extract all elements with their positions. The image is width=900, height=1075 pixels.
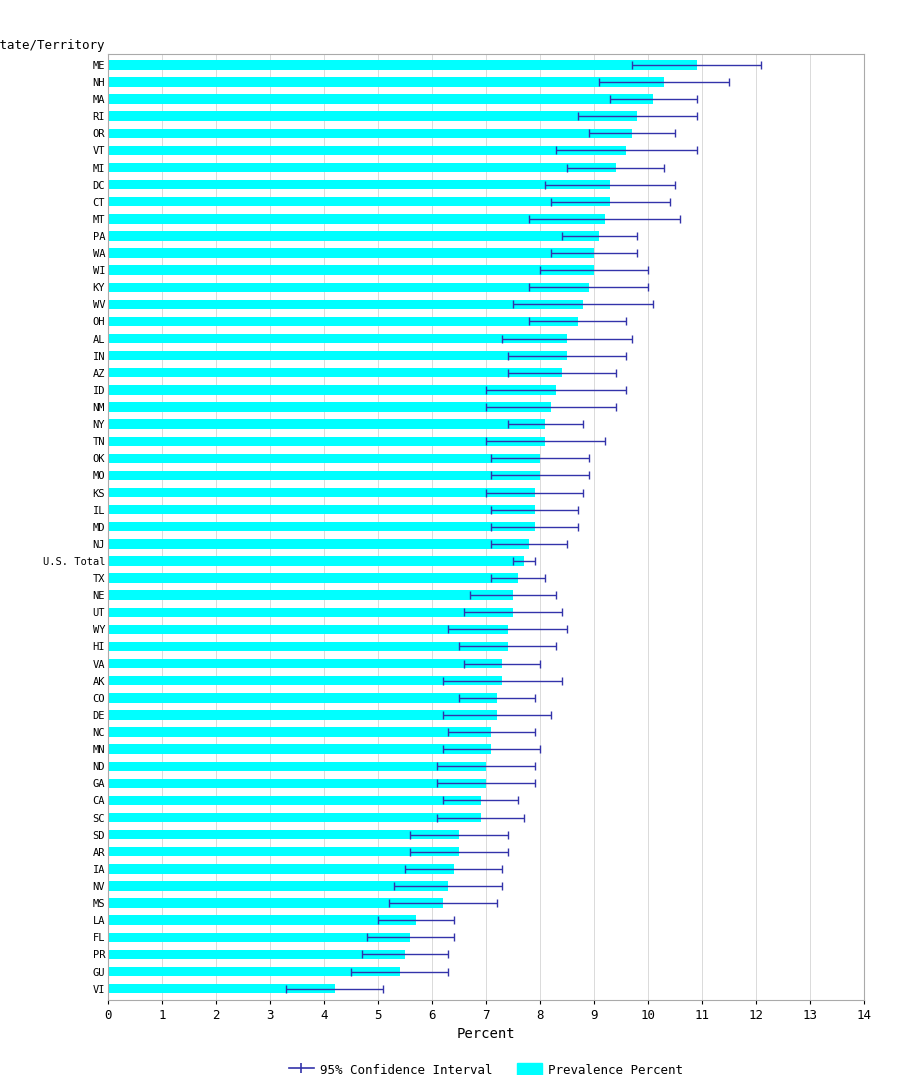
Bar	[108, 796, 481, 805]
Bar	[108, 761, 486, 771]
Bar	[108, 129, 632, 138]
Bar	[108, 882, 448, 891]
Bar	[108, 573, 518, 583]
Bar	[108, 642, 508, 651]
Bar	[108, 949, 405, 959]
Bar	[108, 248, 594, 258]
Bar	[108, 488, 535, 498]
Bar	[108, 984, 335, 993]
Bar	[108, 933, 410, 942]
Bar	[108, 607, 513, 617]
Bar	[108, 471, 540, 481]
Bar	[108, 676, 502, 686]
Bar	[108, 146, 626, 155]
Bar	[108, 847, 459, 857]
Bar	[108, 916, 416, 924]
Bar	[108, 590, 513, 600]
Text: State/Territory: State/Territory	[0, 39, 104, 52]
Bar	[108, 385, 556, 395]
Bar	[108, 659, 502, 669]
Bar	[108, 283, 589, 292]
Bar	[108, 436, 545, 446]
Bar	[108, 711, 497, 719]
Bar	[108, 300, 583, 310]
Bar	[108, 556, 524, 565]
X-axis label: Percent: Percent	[456, 1028, 516, 1042]
Bar	[108, 95, 653, 104]
Bar	[108, 112, 637, 120]
Bar	[108, 197, 610, 206]
Bar	[108, 60, 697, 70]
Bar	[108, 214, 605, 224]
Bar	[108, 162, 616, 172]
Bar	[108, 522, 535, 531]
Bar	[108, 77, 664, 87]
Bar	[108, 402, 551, 412]
Bar	[108, 317, 578, 326]
Bar	[108, 966, 400, 976]
Bar	[108, 744, 491, 754]
Bar	[108, 625, 508, 634]
Bar	[108, 180, 610, 189]
Bar	[108, 830, 459, 840]
Bar	[108, 419, 545, 429]
Bar	[108, 505, 535, 514]
Bar	[108, 778, 486, 788]
Bar	[108, 728, 491, 736]
Bar	[108, 266, 594, 275]
Bar	[108, 813, 481, 822]
Bar	[108, 899, 443, 907]
Bar	[108, 693, 497, 703]
Bar	[108, 540, 529, 548]
Bar	[108, 864, 454, 874]
Bar	[108, 368, 562, 377]
Bar	[108, 350, 567, 360]
Legend: 95% Confidence Interval, Prevalence Percent: 95% Confidence Interval, Prevalence Perc…	[284, 1058, 688, 1075]
Bar	[108, 334, 567, 343]
Bar	[108, 454, 540, 463]
Bar	[108, 231, 599, 241]
